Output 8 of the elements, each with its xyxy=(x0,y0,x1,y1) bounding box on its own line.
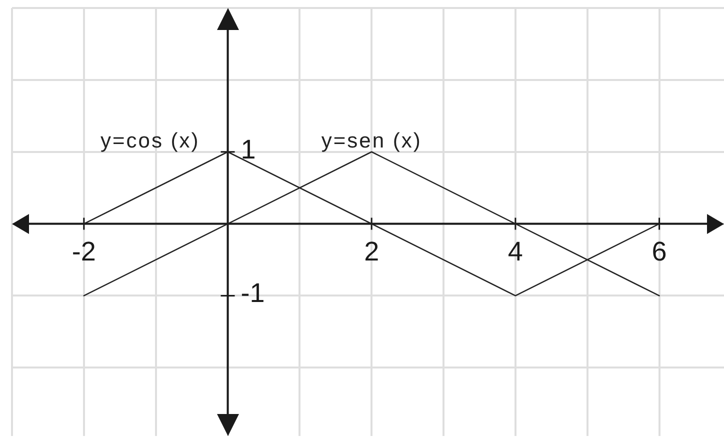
x-tick-label: 6 xyxy=(652,236,667,266)
x-tick-label: 4 xyxy=(508,236,523,266)
y-tick-label: 1 xyxy=(240,134,256,164)
series-label: y=cos (x) xyxy=(100,130,200,153)
series-label: y=sen (x) xyxy=(321,130,422,153)
x-tick-label: 2 xyxy=(364,236,380,266)
x-tick-label: -2 xyxy=(72,236,96,266)
y-tick-label: -1 xyxy=(240,278,265,308)
